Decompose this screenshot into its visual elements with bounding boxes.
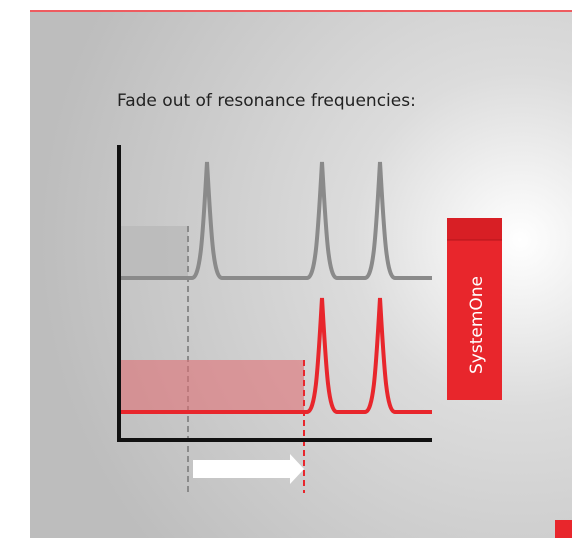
tag-top xyxy=(447,218,502,240)
corner-square xyxy=(555,520,572,538)
red-band xyxy=(119,360,304,412)
shift-arrow xyxy=(193,454,304,484)
red-curve xyxy=(119,297,432,414)
title: Fade out of resonance frequencies: xyxy=(117,91,416,111)
gray-curve xyxy=(119,161,432,280)
gray-band xyxy=(119,226,188,278)
tag-label: SystemOne xyxy=(467,276,487,374)
tag xyxy=(447,218,502,400)
